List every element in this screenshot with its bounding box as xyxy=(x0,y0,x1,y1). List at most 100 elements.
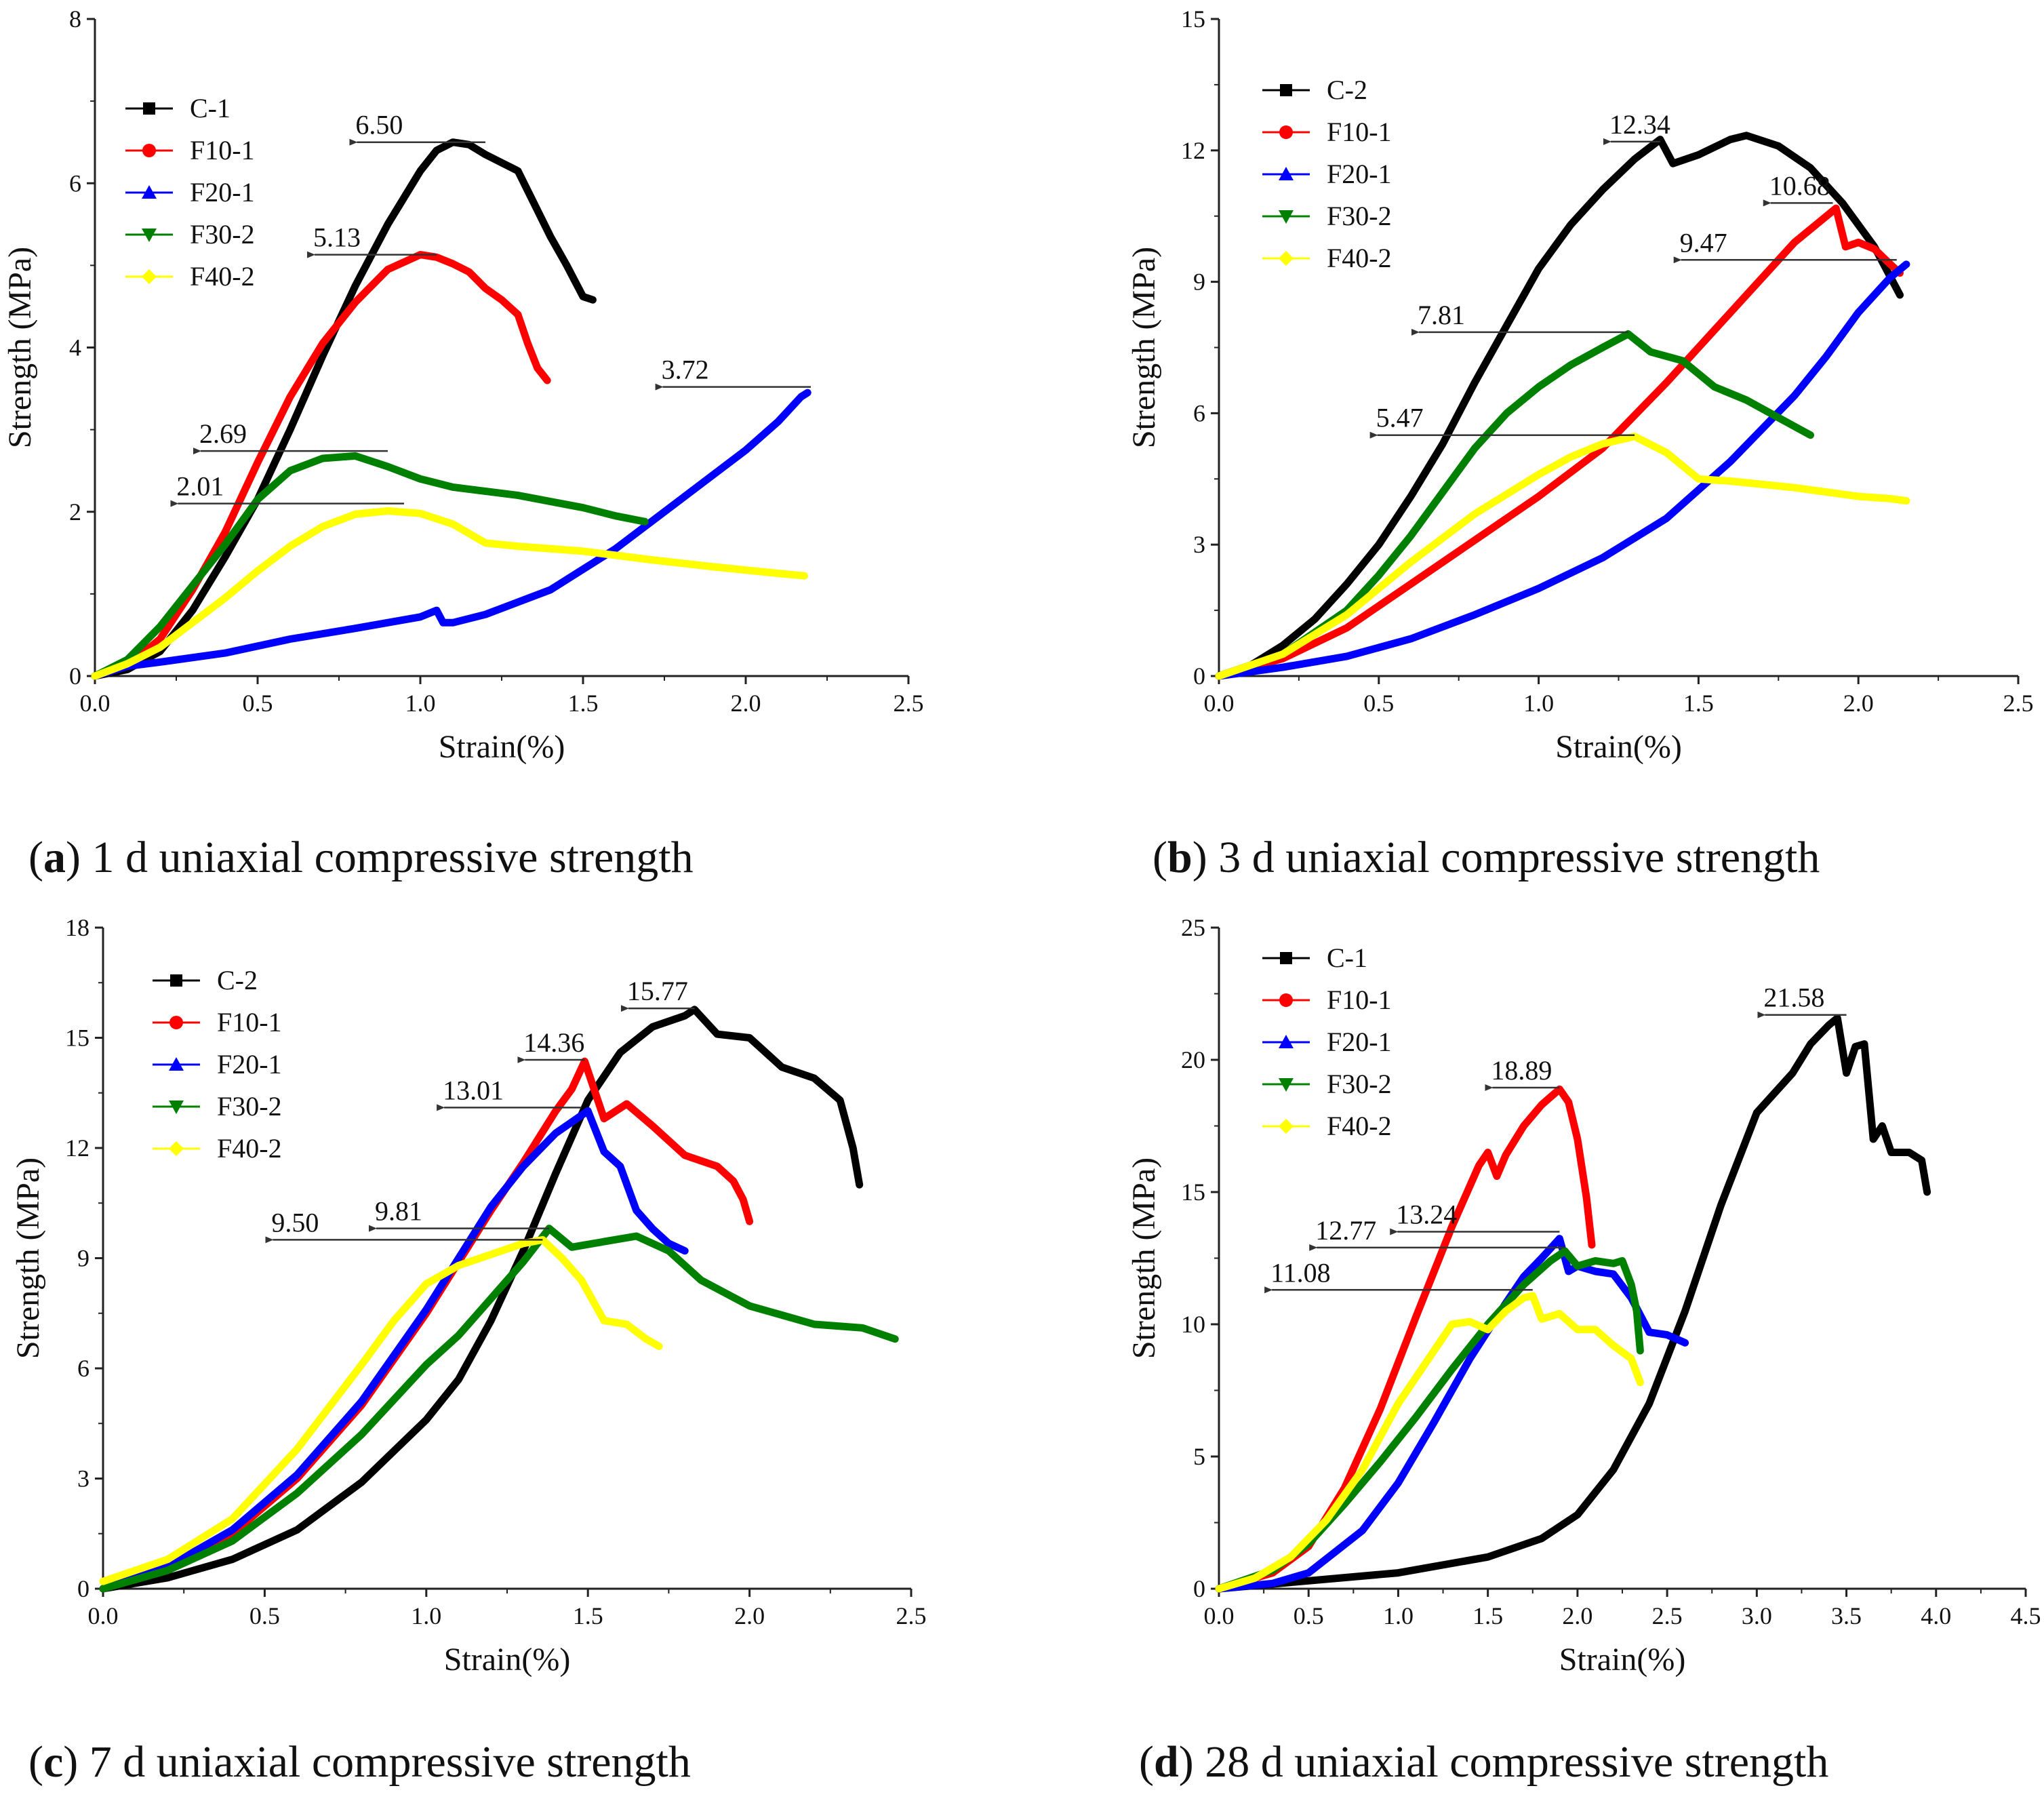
chart-c-x-tick-label: 2.0 xyxy=(734,1602,765,1629)
chart-d-x-tick-label: 1.0 xyxy=(1383,1602,1414,1629)
chart-b-annotation-label: 9.47 xyxy=(1680,227,1727,258)
chart-a-legend-label: F40-2 xyxy=(190,261,255,292)
chart-c-x-tick-label: 0.5 xyxy=(249,1602,280,1629)
chart-d-annotation-label: 13.24 xyxy=(1396,1200,1457,1230)
chart-a-x-tick-label: 0.5 xyxy=(243,690,273,717)
chart-b-x-label: Strain(%) xyxy=(1555,729,1682,765)
chart-d-annotation-label: 21.58 xyxy=(1763,983,1824,1013)
chart-a-legend-label: F20-1 xyxy=(190,177,255,207)
chart-c-legend-label: F10-1 xyxy=(217,1007,282,1037)
caption-d-text: 28 d uniaxial compressive strength xyxy=(1194,1737,1829,1787)
chart-d-y-tick-label: 0 xyxy=(1193,1575,1205,1602)
chart-d-legend-label: F10-1 xyxy=(1327,985,1392,1015)
chart-b-y-tick-label: 15 xyxy=(1181,5,1205,33)
chart-a-y-tick-label: 6 xyxy=(69,170,81,197)
chart-a-legend-label: F30-2 xyxy=(190,219,255,250)
chart-c-annotation-label: 9.50 xyxy=(271,1207,319,1237)
caption-b: (b) 3 d uniaxial compressive strength xyxy=(1153,833,1820,882)
chart-d-x-tick-label: 3.5 xyxy=(1831,1602,1862,1629)
caption-c-letter: c xyxy=(43,1737,63,1787)
chart-d-y-tick-label: 5 xyxy=(1193,1443,1205,1470)
chart-d-legend-label: F20-1 xyxy=(1327,1027,1392,1057)
chart-d-x-tick-label: 2.0 xyxy=(1562,1602,1592,1629)
chart-d-series-c-1 xyxy=(1215,1014,1931,1593)
chart-a-annotation-label: 6.50 xyxy=(355,110,403,140)
chart-a-x-tick-label: 2.0 xyxy=(731,690,761,717)
chart-b-y-tick-label: 12 xyxy=(1181,137,1205,164)
chart-b-x-tick-label: 1.5 xyxy=(1683,690,1714,717)
chart-d-series-f10-1 xyxy=(1215,1085,1596,1593)
chart-a-annotation-label: 2.01 xyxy=(176,471,224,502)
chart-d-series-f40-2 xyxy=(1215,1292,1644,1593)
chart-c-series-f10-1 xyxy=(99,1057,754,1593)
chart-c-x-tick-label: 1.5 xyxy=(573,1602,603,1629)
chart-b-legend-label: F40-2 xyxy=(1327,243,1392,273)
panel-c: 0.0 0.5 1.0 1.5 2.0 2.5 0 3 6 9 12 15 18 Strain(%) Str… xyxy=(10,914,927,1678)
chart-b-legend-label: F30-2 xyxy=(1327,201,1392,231)
chart-d-series-f20-1 xyxy=(1215,1235,1689,1593)
chart-c-legend-marker xyxy=(169,1057,184,1071)
chart-a-legend-marker xyxy=(142,229,157,242)
chart-c-y-label: Strength (MPa) xyxy=(10,1157,46,1359)
chart-b-y-tick-label: 3 xyxy=(1193,531,1205,558)
chart-a-x-tick-label: 1.0 xyxy=(405,690,436,717)
chart-c-series-c-2 xyxy=(99,1006,864,1593)
chart-a-x-tick-label: 2.5 xyxy=(894,690,924,717)
chart-c-legend-label: C-2 xyxy=(217,965,258,995)
chart-a-x-tick-label: 0.0 xyxy=(80,690,111,717)
chart-d-x-tick-label: 4.5 xyxy=(2011,1602,2041,1629)
chart-c-annotation-label: 13.01 xyxy=(443,1075,504,1105)
chart-a-legend-marker xyxy=(142,269,157,284)
chart-d-legend-marker xyxy=(1280,952,1292,964)
chart-b-annotation-label: 12.34 xyxy=(1609,109,1670,140)
chart-d-x-tick-label: 0.0 xyxy=(1204,1602,1235,1629)
chart-c-series-f30-2 xyxy=(99,1225,899,1593)
chart-d-legend-label: F40-2 xyxy=(1327,1111,1392,1141)
chart-b-annotation-label: 7.81 xyxy=(1418,300,1465,330)
chart-a-series-f40-2 xyxy=(91,507,808,680)
chart-c-x-label: Strain(%) xyxy=(444,1642,571,1678)
chart-d-x-label: Strain(%) xyxy=(1559,1642,1686,1678)
chart-c-x-tick-label: 0.0 xyxy=(88,1602,119,1629)
chart-c-legend-label: F30-2 xyxy=(217,1091,282,1122)
chart-d-y-label: Strength (MPa) xyxy=(1126,1157,1162,1359)
chart-d-x-tick-label: 2.5 xyxy=(1652,1602,1683,1629)
chart-a-series-f20-1 xyxy=(91,389,811,680)
chart-d-legend-label: C-1 xyxy=(1327,943,1367,973)
chart-c-y-tick-label: 6 xyxy=(77,1355,89,1382)
chart-c-y-tick-label: 18 xyxy=(65,914,89,941)
chart-a-annotation-label: 5.13 xyxy=(313,222,361,253)
chart-b-legend-marker xyxy=(1279,251,1294,266)
chart-d-annotation-label: 18.89 xyxy=(1491,1055,1552,1086)
chart-b-legend-marker xyxy=(1279,210,1294,224)
chart-a-annotation-label: 2.69 xyxy=(199,418,247,449)
chart-c-annotation-label: 9.81 xyxy=(375,1196,422,1227)
chart-c-y-tick-label: 12 xyxy=(65,1134,89,1162)
chart-c-legend-marker xyxy=(169,1016,183,1029)
chart-d-legend-marker xyxy=(1279,993,1293,1007)
chart-a-legend-label: C-1 xyxy=(190,93,231,123)
chart-c-y-tick-label: 9 xyxy=(77,1245,89,1272)
chart-c-series-f20-1 xyxy=(99,1107,689,1593)
caption-a-letter: a xyxy=(43,833,66,882)
chart-d-x-tick-label: 0.5 xyxy=(1294,1602,1324,1629)
chart-b-x-tick-label: 0.5 xyxy=(1363,690,1394,717)
chart-b-x-tick-label: 1.0 xyxy=(1523,690,1554,717)
chart-d-x-tick-label: 1.5 xyxy=(1472,1602,1503,1629)
panel-d: 0.0 0.5 1.0 1.5 2.0 2.5 3.0 3.5 4.0 4.5 0 5 10 15 20 25… xyxy=(1126,914,2041,1678)
chart-d-x-tick-label: 4.0 xyxy=(1921,1602,1951,1629)
chart-b-x-tick-label: 0.0 xyxy=(1204,690,1235,717)
chart-a-series-f30-2 xyxy=(91,452,649,680)
chart-a-y-tick-label: 0 xyxy=(69,662,81,690)
chart-b-legend-label: F20-1 xyxy=(1327,159,1392,189)
chart-c-y-tick-label: 15 xyxy=(65,1025,89,1052)
caption-a-text: 1 d uniaxial compressive strength xyxy=(81,833,694,882)
chart-a-legend-marker xyxy=(143,102,155,115)
chart-c-legend-marker xyxy=(169,1101,184,1114)
chart-d-y-tick-label: 25 xyxy=(1181,914,1205,941)
chart-c-y-tick-label: 0 xyxy=(77,1575,89,1602)
chart-b-y-label: Strength (MPa) xyxy=(1126,247,1162,448)
chart-d-legend-marker xyxy=(1279,1035,1294,1048)
chart-d-y-tick-label: 20 xyxy=(1181,1046,1205,1073)
chart-d-legend-marker xyxy=(1279,1119,1294,1134)
